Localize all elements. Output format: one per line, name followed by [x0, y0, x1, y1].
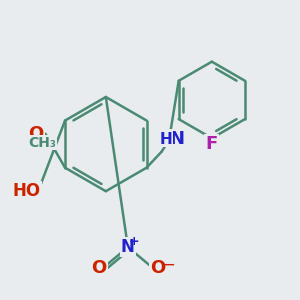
Text: +: +: [129, 235, 140, 248]
Text: O: O: [28, 125, 44, 143]
Text: O: O: [150, 259, 166, 277]
Text: F: F: [206, 135, 218, 153]
Text: O: O: [91, 259, 106, 277]
Text: N: N: [121, 238, 135, 256]
Text: H: H: [160, 132, 172, 147]
Text: HO: HO: [12, 182, 40, 200]
Text: CH₃: CH₃: [28, 136, 56, 150]
Text: N: N: [169, 130, 184, 148]
Text: −: −: [162, 256, 176, 274]
